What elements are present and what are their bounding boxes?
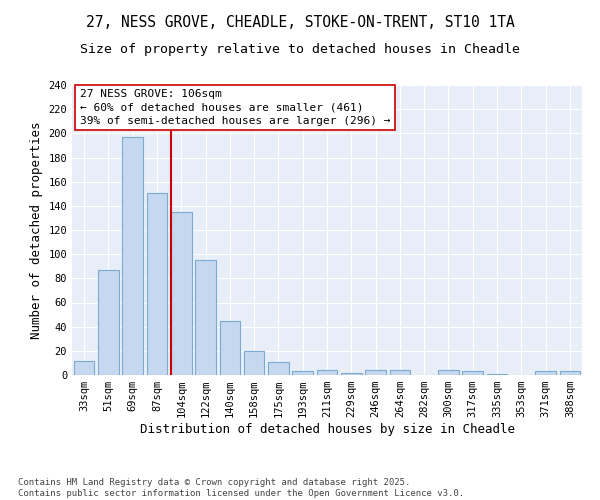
Bar — [463, 372, 483, 375]
X-axis label: Distribution of detached houses by size in Cheadle: Distribution of detached houses by size … — [139, 423, 515, 436]
Bar — [292, 372, 313, 375]
Text: 27 NESS GROVE: 106sqm
← 60% of detached houses are smaller (461)
39% of semi-det: 27 NESS GROVE: 106sqm ← 60% of detached … — [80, 90, 390, 126]
Bar — [365, 370, 386, 375]
Bar — [317, 370, 337, 375]
Bar — [171, 212, 191, 375]
Bar — [560, 372, 580, 375]
Text: Size of property relative to detached houses in Cheadle: Size of property relative to detached ho… — [80, 42, 520, 56]
Bar — [487, 374, 508, 375]
Bar — [389, 370, 410, 375]
Bar — [98, 270, 119, 375]
Bar — [220, 320, 240, 375]
Bar — [74, 360, 94, 375]
Text: Contains HM Land Registry data © Crown copyright and database right 2025.
Contai: Contains HM Land Registry data © Crown c… — [18, 478, 464, 498]
Bar — [244, 351, 265, 375]
Bar — [195, 260, 216, 375]
Bar — [146, 192, 167, 375]
Text: 27, NESS GROVE, CHEADLE, STOKE-ON-TRENT, ST10 1TA: 27, NESS GROVE, CHEADLE, STOKE-ON-TRENT,… — [86, 15, 514, 30]
Bar — [438, 370, 459, 375]
Bar — [535, 372, 556, 375]
Bar — [268, 362, 289, 375]
Bar — [122, 137, 143, 375]
Bar — [341, 372, 362, 375]
Y-axis label: Number of detached properties: Number of detached properties — [30, 121, 43, 339]
